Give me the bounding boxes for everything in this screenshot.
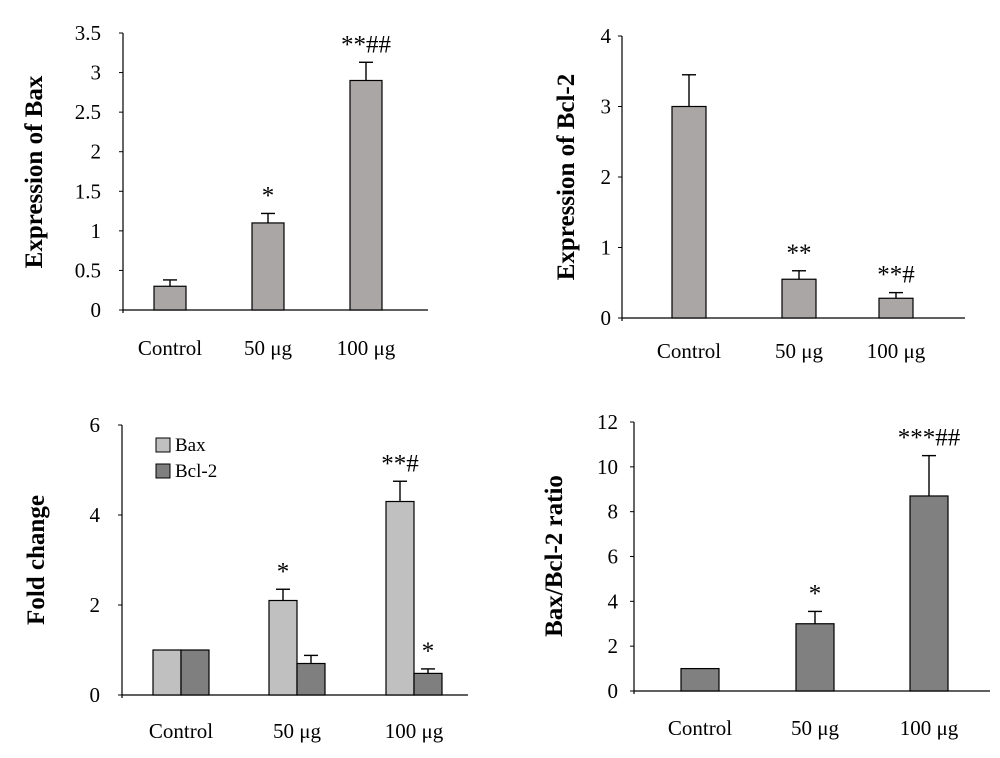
panel-bax-expression: 0 0.5 1 1.5 2 2.5 3 3.5 Expression of Bax Control…	[21, 21, 428, 360]
y-tick-label: 0	[608, 679, 619, 703]
y-tick-label: 2	[608, 634, 619, 658]
y-tick-label: 6	[608, 545, 619, 569]
category-label: 100 μg	[385, 719, 444, 743]
category-label: Control	[149, 719, 213, 743]
bar-value	[349, 79, 383, 311]
y-axis-title: Expression of Bax	[21, 75, 48, 268]
bar-bcl-2	[296, 662, 326, 696]
bar-bax	[268, 599, 298, 696]
y-tick-label: 0	[90, 683, 101, 707]
significance-label: ***##	[898, 425, 961, 452]
y-tick-label: 1	[91, 219, 102, 243]
y-tick-label: 0	[91, 298, 102, 322]
y-tick-label: 2	[90, 593, 101, 617]
legend-label: Bax	[175, 435, 206, 456]
y-tick-label: 4	[601, 24, 612, 48]
bar-value	[153, 285, 187, 311]
bar-value	[680, 667, 720, 692]
significance-label: **##	[341, 31, 392, 58]
bar-value	[878, 297, 914, 319]
bar-value	[671, 105, 707, 319]
bar-value	[909, 495, 949, 692]
category-label: 50 μg	[775, 339, 824, 363]
category-label: 50 μg	[244, 336, 293, 360]
panel-bax-bcl2-ratio: 0 2 4 6 8 10 12 Bax/Bcl-2 ratio Control 50 μg 100 …	[541, 410, 990, 740]
y-tick-label: 1	[601, 236, 612, 260]
y-tick-label: 3	[601, 95, 612, 119]
bar-bcl-2	[413, 672, 443, 696]
bar-value	[251, 222, 285, 311]
significance-label: *	[277, 558, 290, 585]
legend-swatch	[155, 463, 171, 479]
panel-bcl2-expression: 0 1 2 3 4 Expression of Bcl-2 Control 50 μg 100 …	[553, 24, 965, 363]
y-tick-label: 2.5	[75, 100, 101, 124]
bar-bax	[385, 500, 415, 696]
legend-swatch	[155, 437, 171, 453]
y-tick-label: 10	[597, 455, 618, 479]
category-label: 100 μg	[867, 339, 926, 363]
y-tick-label: 8	[608, 500, 619, 524]
category-label: Control	[668, 716, 732, 740]
category-label: 100 μg	[337, 336, 396, 360]
bar-value	[781, 278, 817, 319]
y-tick-label: 6	[90, 413, 101, 437]
significance-label: *	[809, 580, 822, 607]
y-tick-label: 3.5	[75, 21, 101, 45]
y-tick-label: 2	[91, 140, 102, 164]
y-tick-label: 3	[91, 61, 102, 85]
significance-label: **	[787, 240, 812, 267]
significance-label: *	[422, 638, 435, 665]
panel-fold-change: 0 2 4 6 Fold change Control 50 μg 100 μg * **# * Ba…	[23, 413, 468, 743]
legend-label: Bcl-2	[175, 461, 217, 482]
category-label: 100 μg	[900, 716, 959, 740]
significance-label: **#	[381, 450, 419, 477]
category-label: Control	[657, 339, 721, 363]
y-axis-title: Bax/Bcl-2 ratio	[541, 475, 568, 637]
bar-value	[795, 623, 835, 692]
y-axis-title: Expression of Bcl-2	[553, 74, 580, 281]
bar-bcl-2	[180, 649, 210, 696]
y-axis-title: Fold change	[23, 495, 50, 625]
category-label: 50 μg	[791, 716, 840, 740]
bar-bax	[152, 649, 182, 696]
significance-label: **#	[877, 262, 915, 289]
y-tick-label: 4	[608, 589, 619, 613]
y-tick-label: 12	[597, 410, 618, 434]
y-tick-label: 0	[601, 306, 612, 330]
y-tick-label: 4	[90, 503, 101, 527]
y-tick-label: 2	[601, 165, 612, 189]
y-tick-label: 0.5	[75, 258, 101, 282]
significance-label: *	[262, 182, 275, 209]
category-label: 50 μg	[273, 719, 322, 743]
y-tick-label: 1.5	[75, 179, 101, 203]
category-label: Control	[138, 336, 202, 360]
